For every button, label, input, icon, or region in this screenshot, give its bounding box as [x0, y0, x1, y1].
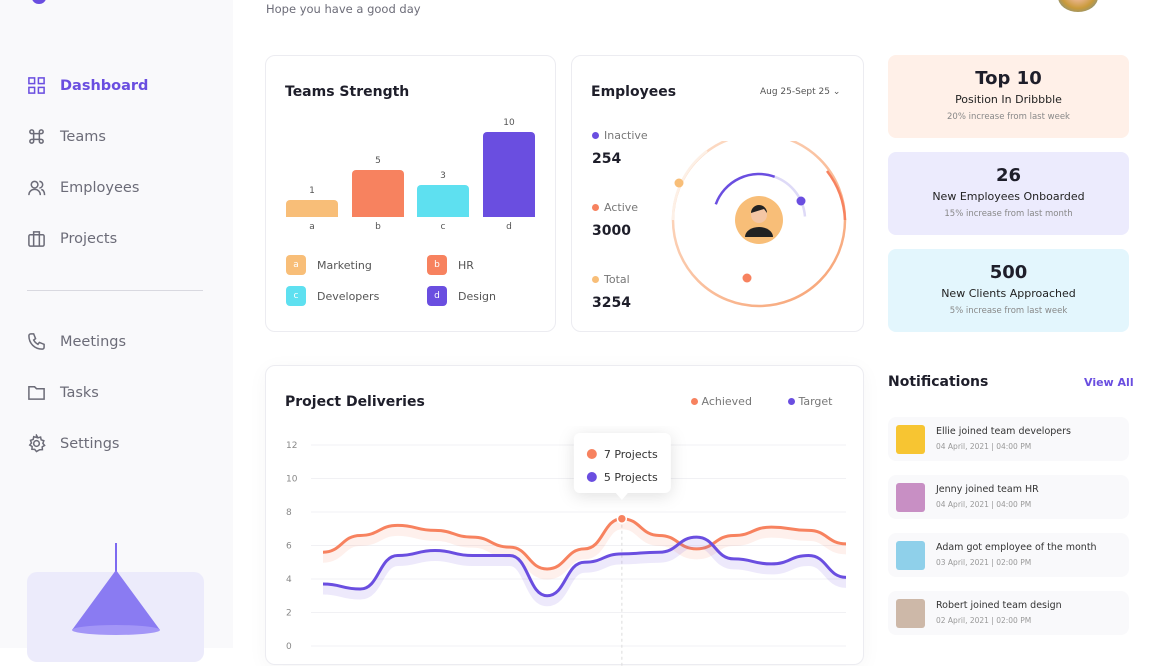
employee-stat-label: Inactive: [592, 129, 648, 142]
sidebar-item-dashboard[interactable]: Dashboard: [27, 76, 148, 95]
card-title: Teams Strength: [285, 84, 410, 100]
bar-c: [417, 184, 469, 217]
bar-category-label: b: [375, 222, 381, 232]
phone-icon: [28, 333, 45, 350]
sidebar-item-projects[interactable]: Projects: [27, 229, 117, 248]
user-avatar[interactable]: [1058, 0, 1098, 12]
legend-hr: b HR: [427, 255, 474, 275]
legend-marketing: a Marketing: [286, 255, 372, 275]
employee-stat-value: 3254: [592, 295, 631, 311]
y-tick-label: 4: [286, 575, 292, 585]
y-tick-label: 6: [286, 542, 292, 552]
sidebar-item-meetings[interactable]: Meetings: [27, 332, 126, 351]
logo-icon: [32, 0, 46, 4]
notification-item[interactable]: Ellie joined team developers 04 April, 20…: [888, 417, 1129, 461]
project-deliveries-line-chart: 0 2 4 6 8 10 12 7 Projects 5 Projects: [286, 433, 847, 666]
users-icon: [28, 180, 46, 196]
bar-a: [286, 199, 338, 217]
project-deliveries-card: Project Deliveries Achieved Target 0 2 4 6 8…: [265, 365, 864, 666]
legend-developers: c Developers: [286, 286, 379, 306]
notification-item[interactable]: Jenny joined team HR 04 April, 2021 | 04:…: [888, 475, 1129, 519]
y-tick-label: 12: [286, 441, 297, 451]
view-all-link[interactable]: View All: [1084, 376, 1134, 389]
employee-stat-label: Total: [592, 273, 630, 286]
teams-bar-chart: 1 a 5 b 3 c 10 d: [286, 116, 546, 232]
notification-avatar: [896, 599, 925, 628]
employees-card: Employees Aug 25-Sept 25 ⌄ Inactive 254 A…: [571, 55, 864, 332]
bar-category-label: d: [506, 222, 512, 232]
notification-item[interactable]: Robert joined team design 02 April, 2021 …: [888, 591, 1129, 635]
notification-avatar: [896, 541, 925, 570]
gear-icon: [28, 434, 46, 453]
stat-card: 26 New Employees Onboarded 15% increase fr…: [888, 152, 1129, 235]
series-shadow-achieved: [322, 520, 847, 580]
bar-b: [352, 169, 404, 217]
series-line-achieved: [322, 517, 847, 571]
stat-card: Top 10 Position In Dribbble 20% increase f…: [888, 55, 1129, 138]
card-title: Employees: [591, 84, 677, 100]
lamp-illustration: [72, 543, 160, 635]
bar-value-label: 10: [503, 118, 515, 128]
bar-category-label: c: [440, 222, 446, 232]
tooltip-achieved: 7 Projects: [604, 448, 658, 461]
sidebar-item-teams[interactable]: Teams: [27, 127, 106, 146]
sidebar-item-settings[interactable]: Settings: [27, 434, 119, 453]
bar-value-label: 1: [309, 185, 315, 196]
grid-icon: [28, 77, 45, 94]
tooltip-target: 5 Projects: [604, 471, 658, 484]
y-tick-label: 2: [286, 609, 292, 619]
command-icon: [29, 129, 44, 144]
y-tick-label: 10: [286, 475, 298, 485]
header-subtitle: Hope you have a good day: [266, 2, 421, 16]
legend-target: Target: [787, 395, 832, 408]
y-tick-label: 8: [286, 508, 292, 518]
folder-icon: [28, 386, 45, 400]
legend-achieved: Achieved: [691, 395, 752, 408]
notification-avatar: [896, 483, 925, 512]
card-title: Project Deliveries: [285, 394, 425, 410]
notifications-title: Notifications: [888, 374, 989, 390]
chevron-down-icon: ⌄: [832, 87, 841, 97]
sidebar-item-tasks[interactable]: Tasks: [27, 383, 99, 402]
employee-stat-label: Active: [592, 201, 638, 214]
employees-ring-chart: [671, 141, 847, 308]
series-line-target: [322, 535, 847, 598]
date-range-dropdown[interactable]: Aug 25-Sept 25 ⌄: [760, 87, 841, 97]
briefcase-icon: [28, 231, 45, 247]
tooltip: 7 Projects 5 Projects: [573, 433, 671, 500]
data-point-achieved: [616, 513, 628, 524]
bar-value-label: 5: [375, 155, 381, 166]
series-shadow-target: [322, 538, 847, 607]
sidebar: Dashboard Teams Employees Projects Meeti…: [0, 0, 233, 662]
sidebar-divider: [27, 290, 203, 291]
stat-card: 500 New Clients Approached 5% increase fro…: [888, 249, 1129, 332]
bar-value-label: 3: [440, 170, 446, 181]
employee-stat-value: 254: [592, 151, 622, 167]
y-tick-label: 0: [286, 642, 292, 652]
employee-stat-value: 3000: [592, 223, 631, 239]
bar-d: [483, 132, 535, 217]
teams-strength-card: Teams Strength 1 a 5 b 3 c 10 d a Marketi…: [265, 55, 556, 332]
bar-category-label: a: [309, 222, 315, 232]
notification-avatar: [896, 425, 925, 454]
sidebar-item-employees[interactable]: Employees: [27, 178, 139, 197]
notification-item[interactable]: Adam got employee of the month 03 April, …: [888, 533, 1129, 577]
legend-design: d Design: [427, 286, 496, 306]
